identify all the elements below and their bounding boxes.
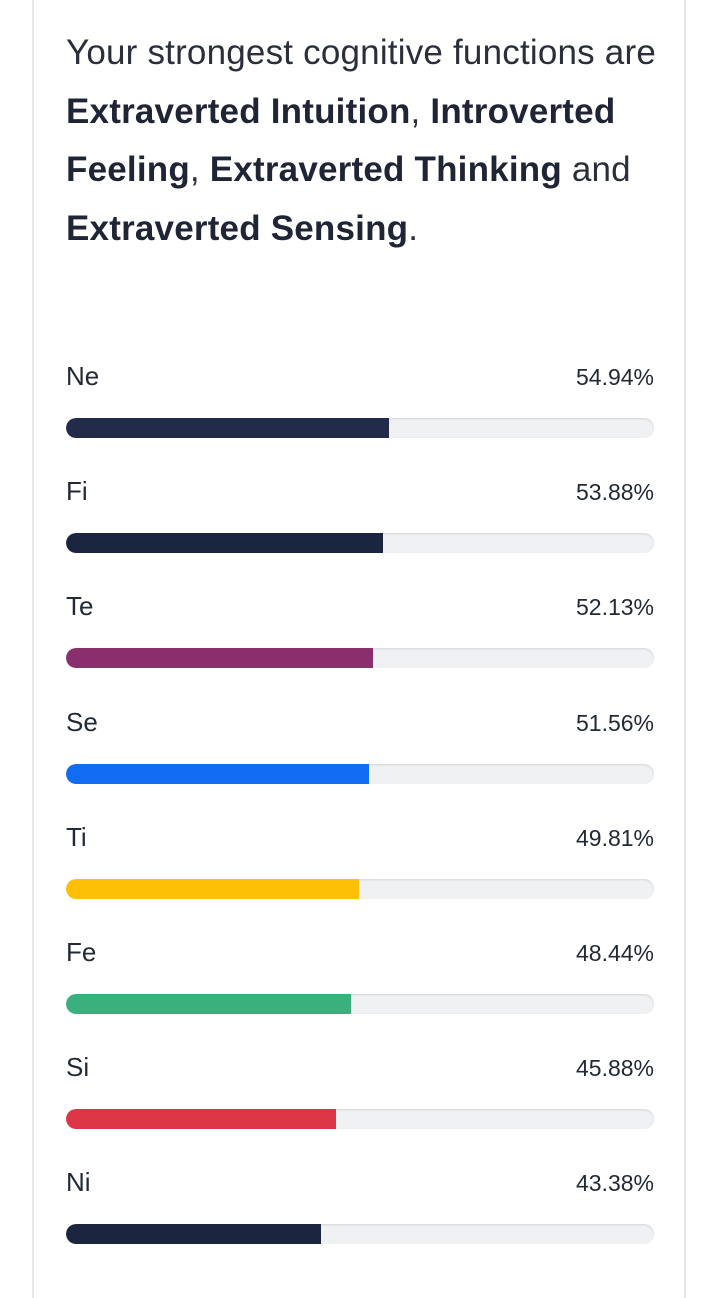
progress-fill xyxy=(66,763,370,784)
progress-track xyxy=(66,1224,654,1245)
progress-track xyxy=(66,418,654,438)
function-percentage: 51.56% xyxy=(575,709,654,736)
function-label: Fi xyxy=(66,476,88,507)
progress-fill xyxy=(66,1109,336,1130)
function-name-4: Extraverted Sensing xyxy=(66,208,409,248)
function-row: Ne 54.94% xyxy=(66,355,654,470)
progress-fill xyxy=(66,418,390,438)
cognitive-functions-summary: Your strongest cognitive functions are E… xyxy=(66,24,666,258)
progress-track xyxy=(66,533,654,554)
progress-track xyxy=(66,878,654,899)
function-label: Ne xyxy=(66,361,100,391)
function-row: Si 45.88% xyxy=(66,1046,654,1161)
summary-separator-1: , xyxy=(410,91,431,131)
function-label: Se xyxy=(66,706,98,737)
function-label: Ni xyxy=(66,1167,91,1198)
progress-track xyxy=(66,648,654,669)
function-percentage: 48.44% xyxy=(575,939,654,966)
progress-fill xyxy=(66,993,351,1014)
function-percentage: 43.38% xyxy=(575,1170,654,1197)
progress-fill xyxy=(66,1224,322,1245)
function-percentage: 53.88% xyxy=(575,479,654,506)
progress-track xyxy=(66,1109,654,1130)
summary-separator-2: , xyxy=(189,150,210,189)
summary-prefix: Your strongest cognitive functions are xyxy=(66,33,656,72)
progress-fill xyxy=(66,648,373,669)
progress-track xyxy=(66,993,654,1014)
summary-suffix: . xyxy=(408,208,419,248)
progress-track xyxy=(66,763,654,784)
function-score-list: Ne 54.94% Fi 53.88% Te 52.13% Se 51.56% … xyxy=(66,355,654,1277)
function-row: Se 51.56% xyxy=(66,701,654,816)
function-row: Ti 49.81% xyxy=(66,816,654,931)
progress-fill xyxy=(66,533,383,554)
summary-separator-3: and xyxy=(561,150,631,189)
function-row: Ni 43.38% xyxy=(66,1161,654,1276)
function-label: Te xyxy=(66,591,94,622)
progress-fill xyxy=(66,878,359,899)
function-row: Fi 53.88% xyxy=(66,470,654,585)
function-name-3: Extraverted Thinking xyxy=(209,150,562,189)
function-percentage: 52.13% xyxy=(575,594,654,621)
function-percentage: 45.88% xyxy=(575,1055,654,1082)
function-row: Fe 48.44% xyxy=(66,931,654,1046)
function-percentage: 49.81% xyxy=(575,824,654,851)
function-label: Fe xyxy=(66,936,97,967)
function-label: Si xyxy=(66,1052,90,1083)
function-row: Te 52.13% xyxy=(66,585,654,700)
function-percentage: 54.94% xyxy=(575,364,654,390)
function-name-1: Extraverted Intuition xyxy=(66,91,411,131)
function-name-2: Introverted Feeling xyxy=(66,91,616,190)
function-label: Ti xyxy=(66,821,87,852)
